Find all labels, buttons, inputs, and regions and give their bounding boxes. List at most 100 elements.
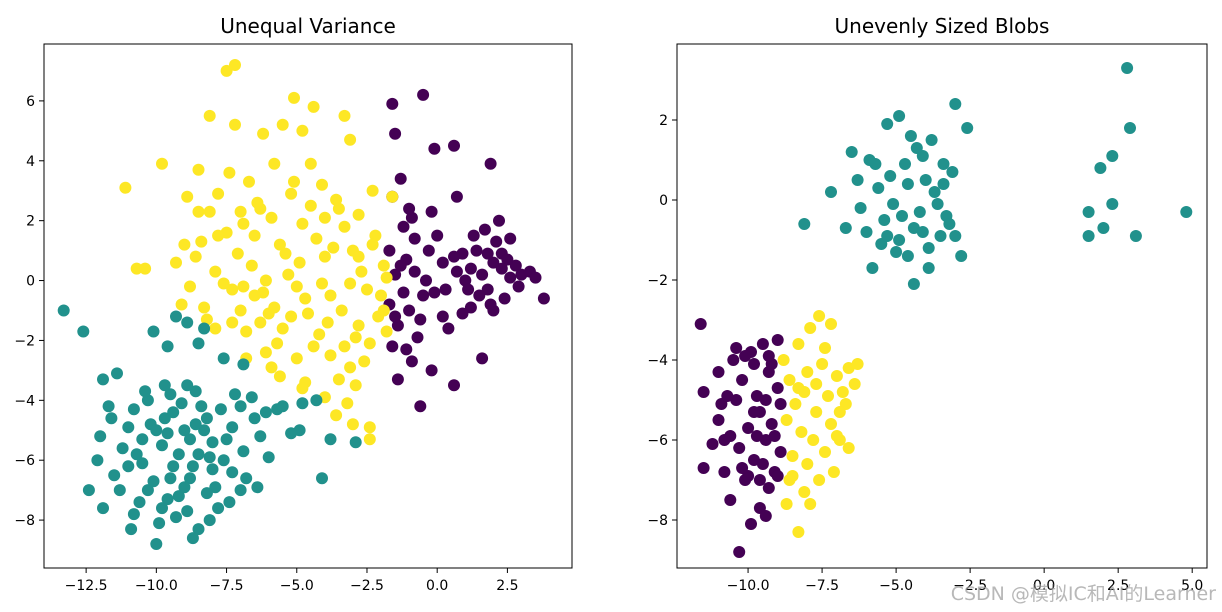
left-point-s1-72 [349,379,362,392]
right-point-s2-30 [798,218,811,230]
right-point-s1-10 [780,414,793,426]
left-point-s1-100 [377,304,390,317]
right-point-s1-33 [836,386,849,398]
left-point-s1-54 [234,304,247,317]
right-point-s1-24 [780,498,793,510]
right-point-s2-34 [919,174,932,186]
left-point-s2-12 [296,397,309,410]
left-point-s1-42 [282,268,295,281]
left-point-s2-17 [285,427,298,440]
left-point-s1-114 [237,280,250,293]
right-point-s2-49 [1097,222,1110,234]
right-point-s0-47 [762,350,775,362]
left-point-s2-63 [147,475,160,488]
left-point-s0-6 [490,235,503,248]
right-point-s1-15 [848,378,861,390]
right-point-s0-43 [730,342,743,354]
left-point-s1-83 [237,217,250,230]
left-point-s2-46 [105,412,118,425]
left-point-s0-23 [462,283,475,296]
left-point-s2-19 [178,424,191,437]
left-point-s0-35 [436,256,449,269]
right-point-s1-17 [801,458,814,470]
left-point-s0-60 [425,364,438,377]
left-point-s2-56 [214,403,227,416]
left-point-s0-51 [431,229,444,242]
left-point-s0-41 [417,88,430,101]
left-point-s2-44 [108,469,121,482]
right-point-s2-55 [1129,230,1142,242]
right-point-s0-13 [742,422,755,434]
left-point-s1-50 [324,289,337,302]
left-ytick-label-2: −4 [14,393,35,409]
right-point-s0-46 [736,462,749,474]
left-point-s1-92 [321,316,334,329]
left-point-s0-37 [391,319,404,332]
left-point-s0-31 [408,232,421,245]
left-point-s1-103 [344,361,357,374]
left-point-s2-53 [127,508,140,521]
left-point-s2-27 [217,454,230,467]
left-point-s0-33 [417,289,430,302]
left-point-s2-13 [310,394,323,407]
left-point-s2-57 [198,424,211,437]
right-point-s2-53 [1121,62,1134,74]
left-point-s1-68 [358,355,371,368]
left-chart-title: Unequal Variance [220,14,396,38]
left-point-s0-49 [425,205,438,218]
left-point-s0-74 [400,343,413,356]
left-point-s2-52 [170,511,182,524]
right-ytick-label-4: 0 [659,193,668,209]
right-ytick-label-5: 2 [659,113,668,129]
left-point-s0-43 [448,139,460,152]
left-point-s1-24 [192,205,205,218]
left-point-s1-76 [363,421,376,434]
right-x-ticks: −10.0 −7.5 −5.0 −2.5 0.0 2.5 5.0 [727,568,1203,594]
left-point-s1-106 [259,274,272,287]
right-point-s0-31 [739,350,752,362]
left-y-ticks: −8 −6 −4 −2 0 2 4 6 [14,94,44,529]
left-point-s1-38 [139,262,152,275]
left-point-s2-14 [324,433,337,446]
left-point-s1-18 [181,190,194,203]
right-point-s2-29 [825,186,837,198]
left-point-s2-62 [206,463,219,476]
right-ytick-label-3: −2 [647,273,668,289]
left-point-s1-3 [307,100,320,113]
right-point-s0-30 [750,430,763,442]
left-point-s1-62 [313,328,326,341]
right-point-s1-31 [827,466,840,478]
right-ytick-label-2: −4 [647,353,668,369]
right-xtick-label-5: 2.5 [1107,578,1129,594]
left-point-s2-73 [259,406,272,419]
right-point-s2-22 [907,278,920,290]
right-point-s2-36 [896,210,908,222]
left-point-s1-63 [349,331,362,344]
right-point-s2-26 [949,98,962,110]
right-point-s2-28 [839,222,852,234]
left-point-s2-90 [139,385,152,398]
left-point-s1-19 [212,187,225,200]
right-point-s2-23 [922,262,935,274]
left-point-s0-68 [383,244,396,257]
left-point-s2-15 [349,436,362,449]
left-point-s1-4 [338,109,351,122]
left-point-s2-83 [164,472,177,485]
left-point-s1-74 [341,397,354,410]
left-point-s0-73 [456,307,469,320]
left-point-s1-14 [268,157,281,170]
left-point-s0-44 [428,142,441,155]
right-point-s2-15 [878,214,891,226]
right-point-s1-23 [813,474,826,486]
left-point-s1-66 [290,352,303,365]
right-point-s0-2 [697,462,710,474]
left-point-s1-116 [352,319,365,332]
left-point-s1-121 [254,316,267,329]
left-point-s0-22 [501,253,514,266]
left-point-s2-38 [237,445,250,458]
right-point-s2-21 [890,246,903,258]
left-point-s2-7 [161,340,174,353]
right-point-s1-26 [777,354,790,366]
left-point-s1-84 [265,211,278,224]
